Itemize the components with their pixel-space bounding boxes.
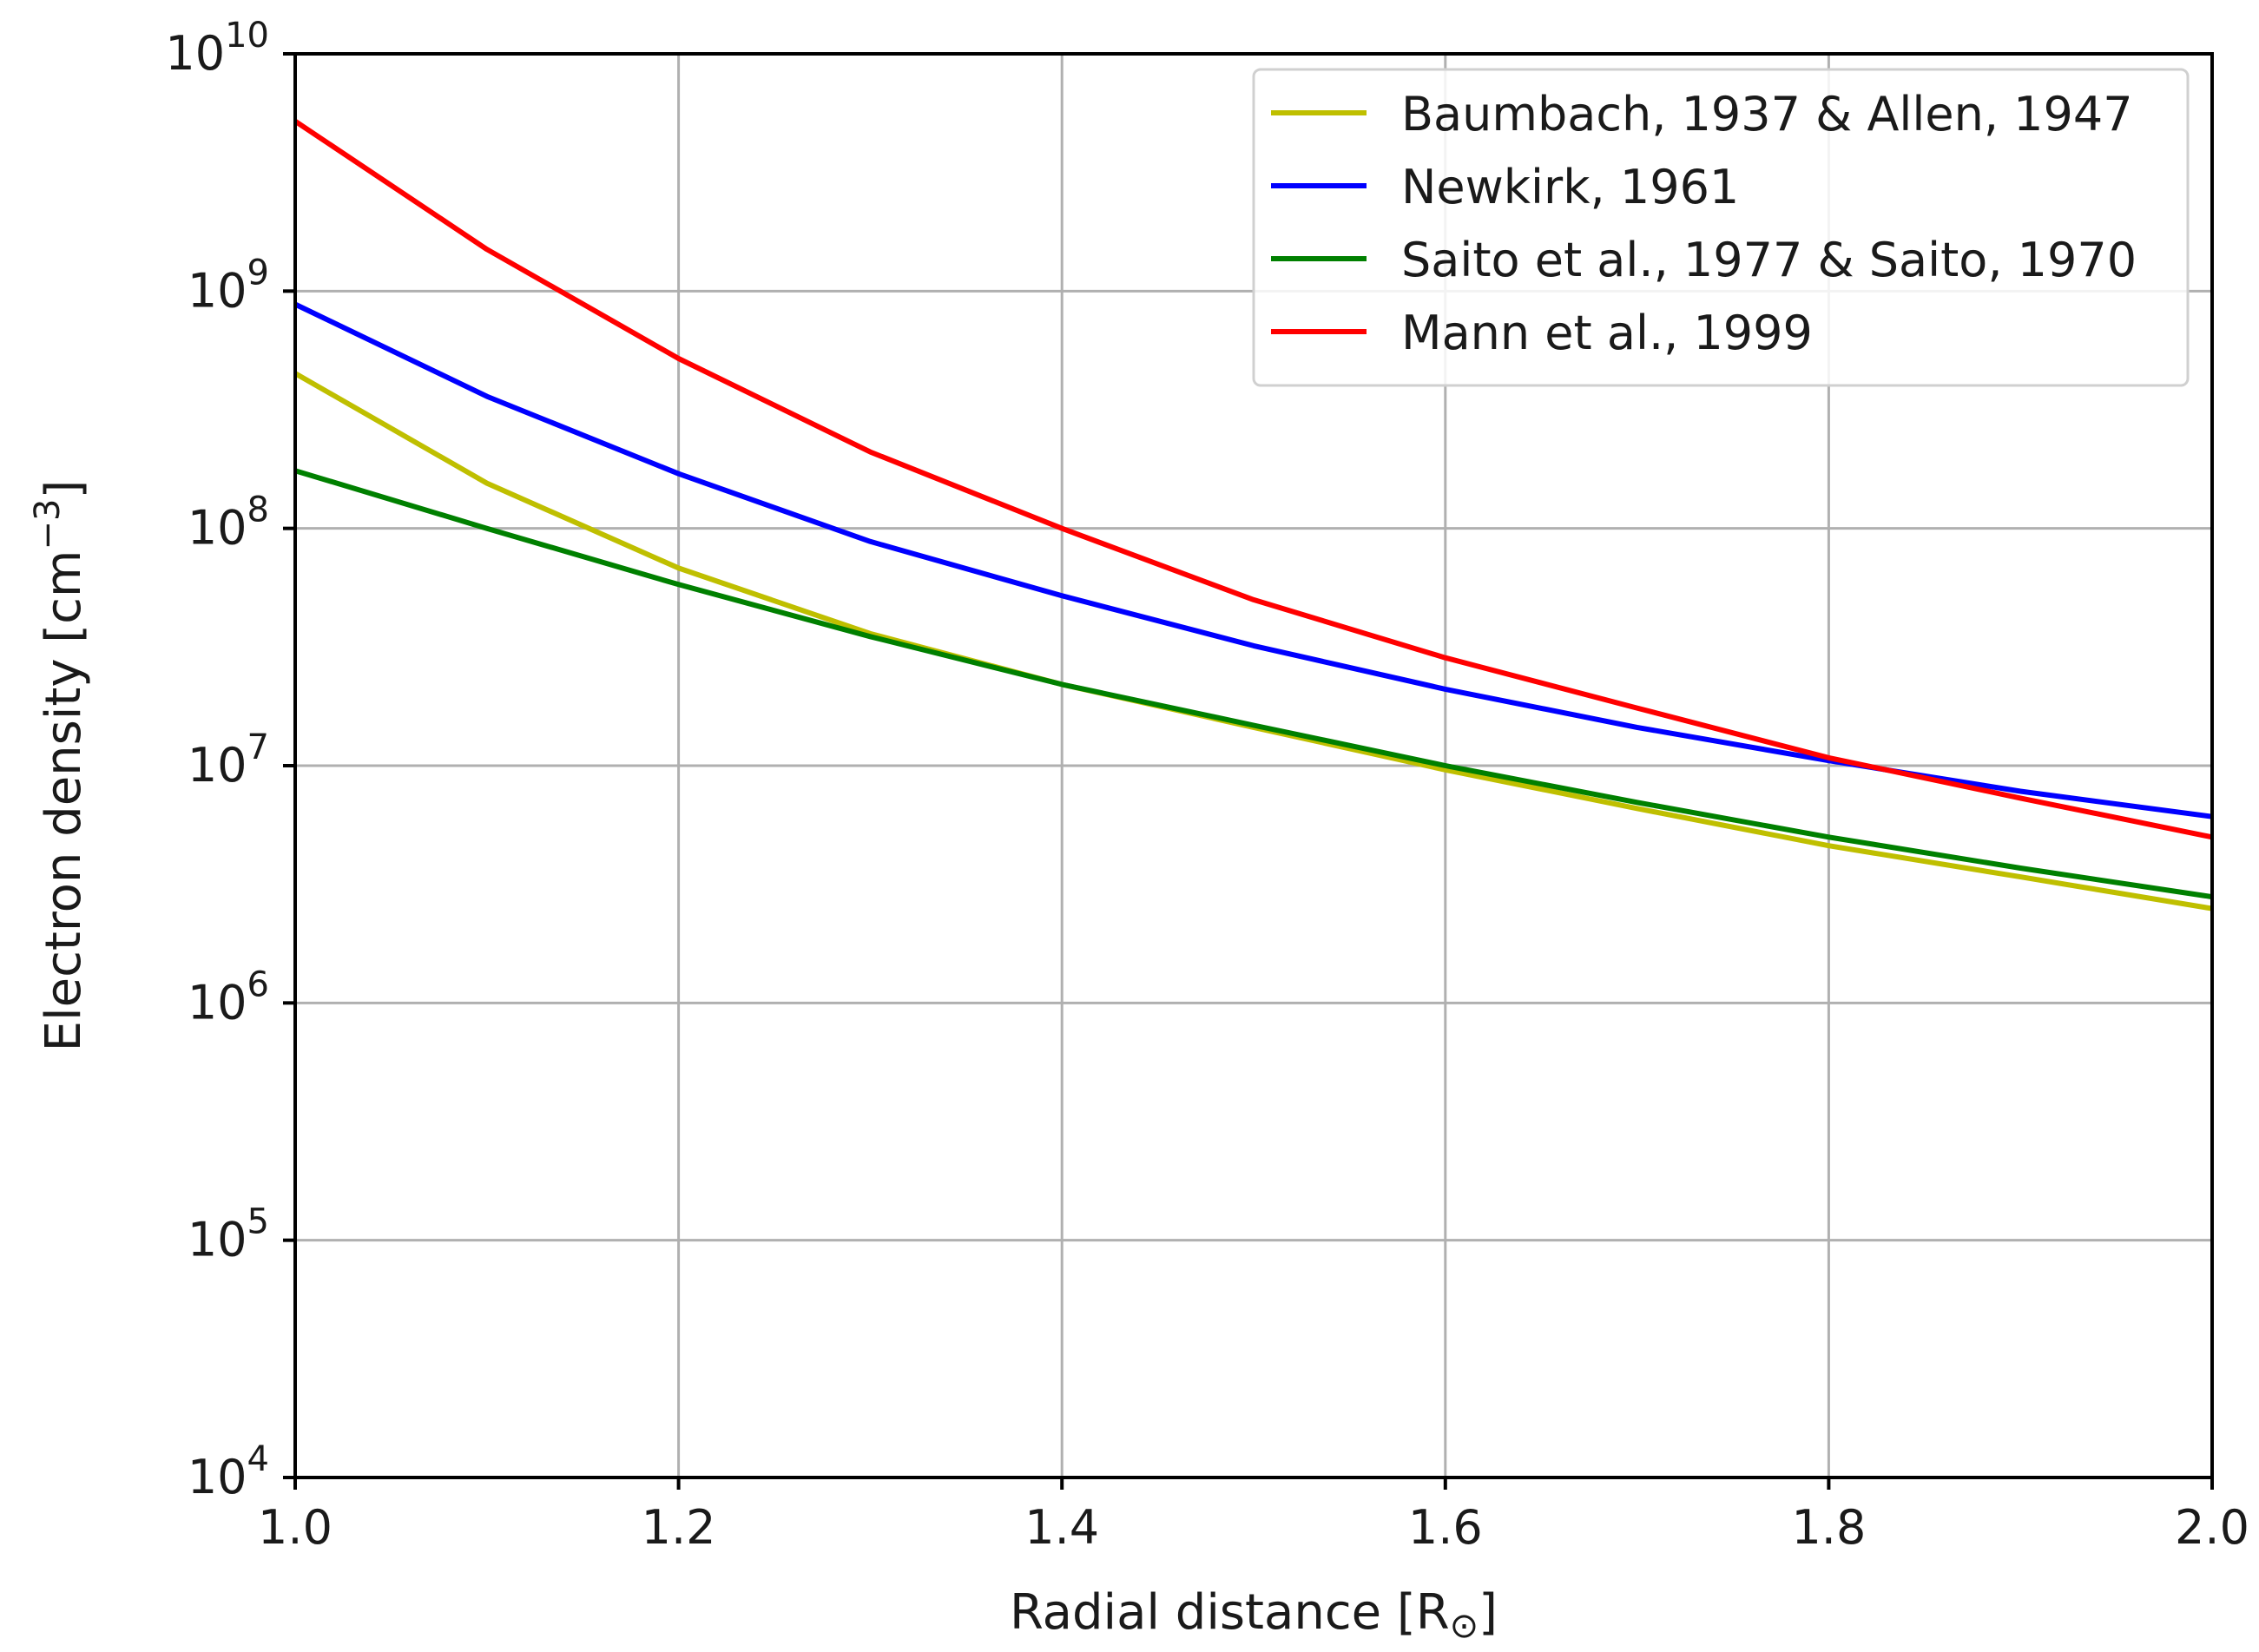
y-tick-label-base: 10 bbox=[188, 501, 247, 556]
y-axis-label-text: Electron density [cm bbox=[36, 550, 92, 1052]
y-tick-label: 109 bbox=[188, 253, 269, 318]
series-line-2 bbox=[294, 468, 2213, 900]
x-tick-label: 1.4 bbox=[1024, 1500, 1099, 1555]
y-tick-label-base: 10 bbox=[188, 738, 247, 793]
legend-label-2: Saito et al., 1977 & Saito, 1970 bbox=[1401, 233, 2137, 287]
y-tick-label-base: 10 bbox=[188, 263, 247, 318]
y-tick-label: 1010 bbox=[165, 16, 269, 81]
y-tick-label-exponent: 10 bbox=[225, 16, 269, 56]
series-line-3 bbox=[293, 119, 2213, 840]
x-tick-label: 1.8 bbox=[1791, 1500, 1866, 1555]
legend-entries: Baumbach, 1937 & Allen, 1947 Newkirk, 196… bbox=[1271, 87, 2137, 360]
y-axis-label-exponent: −3 bbox=[28, 499, 68, 550]
y-tick-label-exponent: 7 bbox=[247, 727, 269, 767]
y-tick-label: 108 bbox=[188, 490, 269, 556]
y-tick-label-base: 10 bbox=[188, 1450, 247, 1504]
y-tick-label: 104 bbox=[188, 1439, 269, 1504]
legend-label-0: Baumbach, 1937 & Allen, 1947 bbox=[1401, 87, 2133, 142]
legend-box bbox=[1252, 68, 2190, 387]
legend: Baumbach, 1937 & Allen, 1947 Newkirk, 196… bbox=[1252, 68, 2190, 387]
x-axis-label-suffix: ] bbox=[1479, 1584, 1498, 1641]
y-axis-label: Electron density [cm−3] bbox=[28, 480, 92, 1052]
x-tick-label: 2.0 bbox=[2175, 1500, 2249, 1555]
y-tick-label-exponent: 4 bbox=[247, 1439, 269, 1479]
x-axis-label: Radial distance [R⊙] bbox=[1010, 1584, 1498, 1646]
legend-label-1: Newkirk, 1961 bbox=[1401, 160, 1739, 214]
y-tick-label-exponent: 9 bbox=[247, 253, 269, 293]
y-tick-label-exponent: 5 bbox=[247, 1202, 269, 1242]
y-tick-label: 106 bbox=[188, 964, 269, 1030]
series-line-0 bbox=[293, 371, 2213, 912]
y-axis-label-suffix: ] bbox=[36, 480, 92, 499]
y-tick-label: 105 bbox=[188, 1202, 269, 1267]
y-tick-label-base: 10 bbox=[165, 26, 225, 81]
y-tick-label: 107 bbox=[188, 727, 269, 793]
x-tick-label: 1.0 bbox=[258, 1500, 333, 1555]
x-tick-label: 1.2 bbox=[642, 1500, 716, 1555]
x-axis-label-text: Radial distance [R bbox=[1010, 1584, 1450, 1641]
y-tick-label-base: 10 bbox=[188, 1213, 247, 1267]
x-axis-label-sun-symbol: ⊙ bbox=[1450, 1606, 1479, 1646]
legend-label-3: Mann et al., 1999 bbox=[1401, 306, 1813, 360]
series-lines bbox=[293, 119, 2213, 912]
y-tick-label-base: 10 bbox=[188, 975, 247, 1030]
x-tick-label: 1.6 bbox=[1408, 1500, 1483, 1555]
y-tick-label-exponent: 6 bbox=[247, 964, 269, 1004]
y-tick-label-exponent: 8 bbox=[247, 490, 269, 530]
